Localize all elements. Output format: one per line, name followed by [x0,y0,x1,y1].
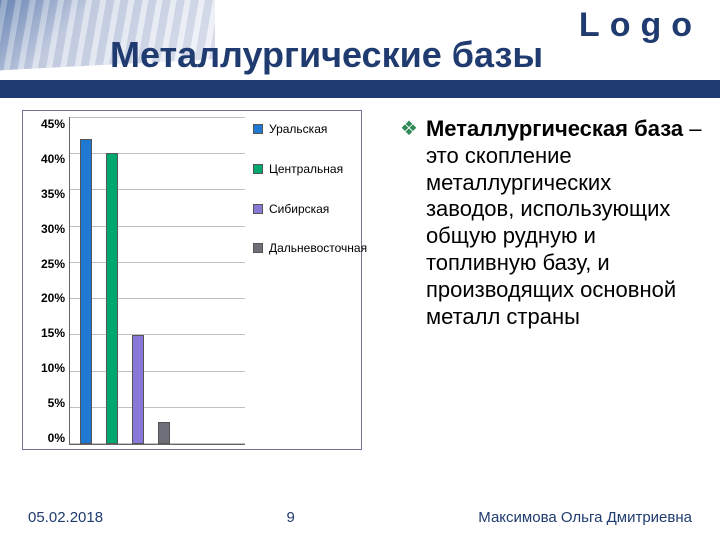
legend-label: Центральная [269,163,343,177]
bar [158,422,170,444]
definition-rest: – это скопление металлургических заводов… [426,116,702,329]
y-tick-label: 35% [41,187,65,201]
legend-item: Дальневосточная [253,242,357,256]
bar [132,335,144,444]
legend-label: Дальневосточная [269,242,367,256]
y-axis-labels: 45% 40% 35% 30% 25% 20% 15% 10% 5% 0% [27,117,69,445]
y-tick-label: 30% [41,222,65,236]
legend-item: Центральная [253,163,357,177]
y-tick-label: 40% [41,152,65,166]
legend-swatch [253,164,263,174]
y-tick-label: 45% [41,117,65,131]
footer: 05.02.2018 9 Максимова Ольга Дмитриевна [0,509,720,526]
title-underline-bar [0,80,720,98]
legend-item: Сибирская [253,203,357,217]
content-row: 45% 40% 35% 30% 25% 20% 15% 10% 5% 0% Уральская Це… [0,110,720,492]
legend-label: Уральская [269,123,327,137]
legend-item: Уральская [253,123,357,137]
y-tick-label: 20% [41,291,65,305]
plot-area [69,117,245,445]
y-tick-label: 15% [41,326,65,340]
bar [80,139,92,444]
legend-swatch [253,204,263,214]
title-block: Металлургические базы [0,34,720,98]
chart-legend: Уральская Центральная Сибирская Дальневосто… [245,117,357,445]
legend-swatch [253,124,263,134]
legend-label: Сибирская [269,203,329,217]
y-tick-label: 5% [48,396,65,410]
slide-title: Металлургические базы [0,34,720,78]
bar [106,153,118,444]
bars-container [70,117,245,444]
definition-term: Металлургическая база [426,116,683,141]
y-tick-label: 0% [48,431,65,445]
legend-swatch [253,243,263,253]
y-tick-label: 10% [41,361,65,375]
y-tick-label: 25% [41,257,65,271]
definition-column: ❖ Металлургическая база – это скопление … [382,110,702,492]
bar-chart: 45% 40% 35% 30% 25% 20% 15% 10% 5% 0% Уральская Це… [22,110,362,450]
definition-bullet: ❖ Металлургическая база – это скопление … [400,116,702,331]
diamond-bullet-icon: ❖ [400,116,418,331]
chart-column: 45% 40% 35% 30% 25% 20% 15% 10% 5% 0% Уральская Це… [22,110,382,492]
definition-text: Металлургическая база – это скопление ме… [426,116,702,331]
footer-author: Максимова Ольга Дмитриевна [478,509,692,526]
footer-page-number: 9 [287,509,295,526]
footer-date: 05.02.2018 [28,509,103,526]
